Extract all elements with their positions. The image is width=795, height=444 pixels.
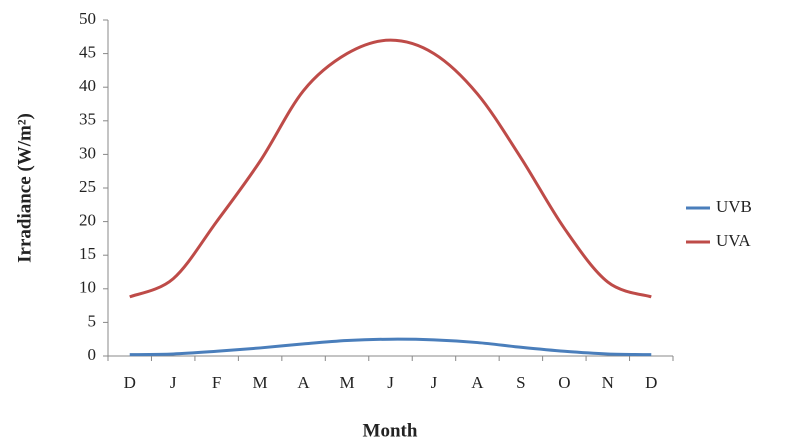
x-tick-label: A — [297, 373, 310, 392]
x-tick-label: M — [253, 373, 268, 392]
series-line — [129, 337, 652, 357]
legend-label: UVB — [716, 197, 752, 216]
y-tick-label: 0 — [88, 345, 97, 364]
x-tick-label: F — [212, 373, 221, 392]
x-tick-label: J — [170, 373, 177, 392]
y-tick-label: 15 — [79, 244, 96, 263]
y-tick-label: 25 — [79, 177, 96, 196]
y-tick-label: 35 — [79, 110, 96, 129]
y-tick-label: 30 — [79, 143, 96, 162]
x-tick-label: S — [516, 373, 525, 392]
x-tick-label: J — [431, 373, 438, 392]
y-tick-label: 50 — [79, 9, 96, 28]
y-tick-label: 5 — [88, 311, 97, 330]
x-axis-label: Month — [363, 420, 418, 441]
x-tick-label: O — [558, 373, 570, 392]
x-tick-label: A — [471, 373, 484, 392]
x-tick-label: D — [124, 373, 136, 392]
legend-label: UVA — [716, 231, 751, 250]
y-axis-label: Irradiance (W/m²) — [14, 113, 35, 263]
y-tick-label: 40 — [79, 76, 96, 95]
series-line — [129, 38, 652, 299]
x-tick-label: M — [339, 373, 354, 392]
y-tick-label: 20 — [79, 211, 96, 230]
x-tick-label: D — [645, 373, 657, 392]
y-tick-label: 10 — [79, 278, 96, 297]
x-tick-label: J — [387, 373, 394, 392]
y-tick-label: 45 — [79, 43, 96, 62]
x-tick-label: N — [602, 373, 614, 392]
